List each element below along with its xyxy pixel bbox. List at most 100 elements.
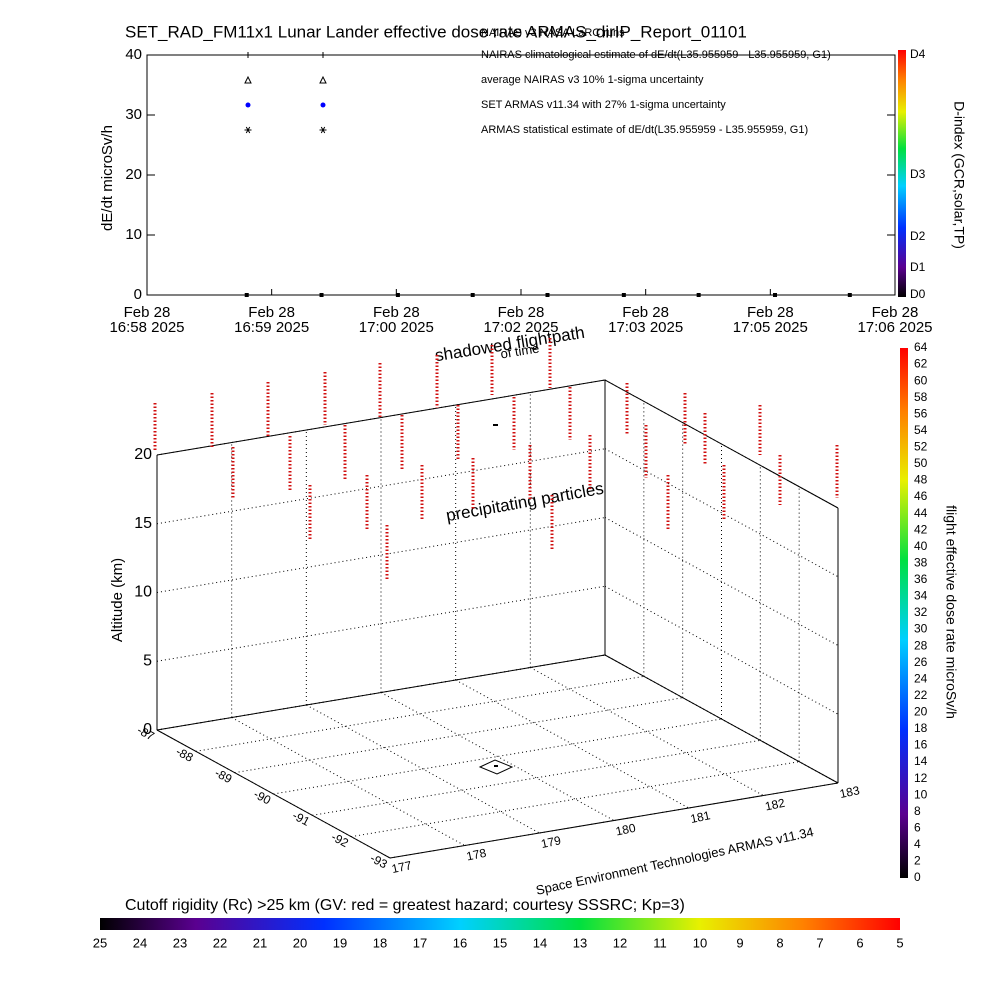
colorbar-tick-label: 14 — [914, 754, 928, 768]
y-tick-label: 177 — [390, 858, 413, 876]
legend-label: NAIRAS climatological estimate of dE/dt(… — [481, 49, 831, 61]
data-point — [773, 293, 778, 297]
colorbar-tick-label: 28 — [914, 638, 928, 652]
colorbar-tick-label: 18 — [373, 935, 387, 950]
lander-marker — [478, 759, 514, 775]
colorbar-label: Cutoff rigidity (Rc) >25 km (GV: red = g… — [125, 897, 685, 914]
lander-marker — [494, 765, 498, 767]
colorbar-tick-label: 2 — [914, 854, 921, 868]
grid-line — [351, 761, 800, 838]
z-tick-label: 20 — [134, 446, 152, 463]
colorbar-tick-label: 19 — [333, 935, 347, 950]
grid-line — [306, 704, 540, 834]
data-point — [847, 293, 852, 297]
z-tick-label: 5 — [143, 652, 152, 669]
box-edge — [389, 782, 839, 859]
legend-marker — [320, 126, 326, 134]
colorbar-tick-label: 15 — [493, 935, 507, 950]
colorbar-tick-label: 50 — [914, 456, 928, 470]
x-tick-label: Feb 28 17:02 2025 — [483, 304, 559, 336]
y-tick-label: 40 — [125, 46, 142, 63]
colorbar-tick-label: 24 — [133, 935, 147, 950]
colorbar-tick-label: 0 — [914, 870, 921, 884]
z-tick-label: 0 — [143, 721, 152, 738]
y-tick-label: 10 — [125, 226, 142, 243]
x-tick-label: -91 — [290, 808, 312, 829]
colorbar-tick-label: 21 — [253, 935, 267, 950]
colorbar-tick-label: 30 — [914, 622, 928, 636]
colorbar-tick-label: 42 — [914, 522, 928, 536]
x-tick-label: Feb 28 17:05 2025 — [732, 304, 808, 336]
colorbar-tick-label: 34 — [914, 589, 928, 603]
data-point — [319, 293, 324, 297]
legend-marker — [319, 75, 327, 84]
y-tick-label: 30 — [125, 106, 142, 123]
colorbar-tick-label: 4 — [914, 837, 921, 851]
colorbar-tick-label: 52 — [914, 440, 928, 454]
colorbar-tick-label: 6 — [914, 820, 921, 834]
colorbar-tick-label: 12 — [613, 935, 627, 950]
credit: Space Environment Technologies ARMAS v11… — [535, 824, 815, 898]
colorbar-tick-label: 25 — [93, 935, 107, 950]
grid-line — [156, 517, 606, 593]
x-tick-label: Feb 28 17:03 2025 — [608, 304, 684, 336]
data-point — [621, 293, 626, 297]
box-edge — [604, 654, 839, 784]
box-edge — [156, 654, 606, 731]
legend-marker — [245, 102, 251, 108]
data-point — [395, 293, 400, 297]
colorbar-tick-label: 23 — [173, 935, 187, 950]
data-point — [244, 293, 249, 297]
colorbar-tick-label: 7 — [816, 935, 823, 950]
y-tick-label: 181 — [689, 808, 712, 826]
colorbar-tick-label: 12 — [914, 771, 928, 785]
colorbar-tick-label: 17 — [413, 935, 427, 950]
grid-line — [604, 517, 839, 646]
x-tick-label: -88 — [174, 744, 196, 765]
legend-marker — [245, 126, 251, 134]
colorbar-tick-label: 62 — [914, 357, 928, 371]
y-tick-label: 179 — [540, 833, 563, 851]
colorbar-tick-label: 16 — [914, 738, 928, 752]
legend-marker — [320, 102, 326, 108]
z-tick-label: 15 — [134, 515, 152, 532]
colorbar-tick-label: 5 — [896, 935, 903, 950]
grid-line — [455, 679, 689, 809]
grid-line — [380, 692, 615, 821]
colorbar-tick-label: 24 — [914, 671, 928, 685]
colorbar-label: D-index (GCR,solar,TP) — [951, 101, 967, 249]
data-point — [696, 293, 701, 297]
colorbar-tick-label: 22 — [213, 935, 227, 950]
colorbar-tick-label: 22 — [914, 688, 928, 702]
legend-label: NAIRAS v3 NASA LaRC runs — [481, 27, 625, 39]
colorbar-tick-label: 18 — [914, 721, 928, 735]
colorbar-tick-label: D2 — [910, 229, 926, 243]
y-tick-label: 183 — [838, 783, 861, 801]
y-tick-label: 182 — [764, 796, 787, 814]
grid-line — [604, 448, 839, 578]
y-tick-label: 20 — [125, 166, 142, 183]
colorbar — [100, 918, 900, 930]
x-tick-label: -90 — [251, 787, 273, 808]
x-tick-label: Feb 28 16:58 2025 — [109, 304, 185, 336]
legend-label: ARMAS statistical estimate of dE/dt(L35.… — [481, 124, 808, 136]
annotation: of time — [499, 340, 540, 361]
colorbar-tick-label: D0 — [910, 287, 926, 301]
x-tick-label: Feb 28 17:06 2025 — [857, 304, 933, 336]
z-tick-label: 10 — [134, 584, 152, 601]
legend-marker — [244, 75, 252, 84]
colorbar-tick-label: 26 — [914, 655, 928, 669]
legend-label: average NAIRAS v3 10% 1-sigma uncertaint… — [481, 74, 704, 86]
colorbar-tick-label: 44 — [914, 506, 928, 520]
data-point — [545, 293, 550, 297]
colorbar-tick-label: D1 — [910, 260, 926, 274]
colorbar-tick-label: 56 — [914, 406, 928, 420]
colorbar-tick-label: 8 — [914, 804, 921, 818]
colorbar-tick-label: 60 — [914, 373, 928, 387]
colorbar-tick-label: D3 — [910, 167, 926, 181]
y-tick-label: 178 — [465, 846, 488, 864]
x-tick-label: -93 — [368, 851, 390, 872]
colorbar-tick-label: 38 — [914, 555, 928, 569]
